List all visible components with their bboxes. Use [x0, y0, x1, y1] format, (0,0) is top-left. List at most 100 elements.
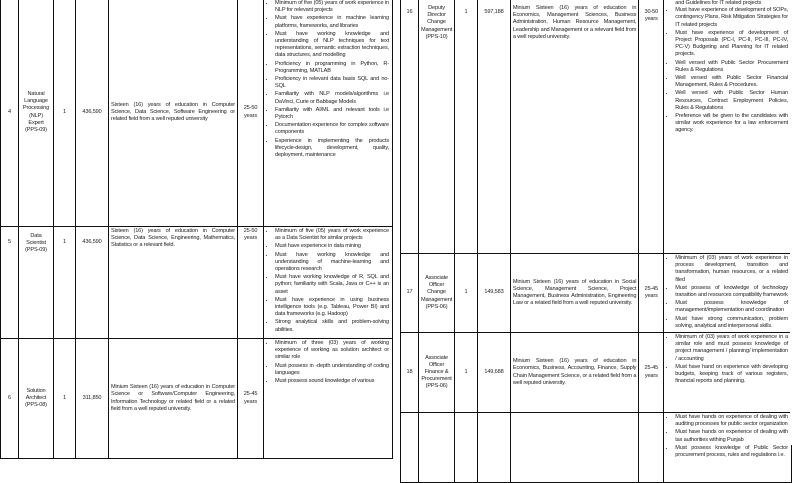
table-row: 5 Data Scientist (PPS-09) 1 436,590 Sixt…: [0, 226, 393, 339]
table-row: 18 Associate Officer Finance & Procureme…: [400, 332, 792, 414]
experience-bullets: Minimum of three (03) years of working e…: [266, 340, 389, 385]
experience-item: Must have experience in using business i…: [275, 297, 389, 319]
experience-bullets: Must have experience of development of S…: [666, 7, 788, 134]
empty-cell: [400, 412, 419, 483]
experience-item: Proficiency in programming in Python, R-…: [275, 61, 389, 75]
experience-item: Minimum of (03) years of work experience…: [675, 334, 788, 363]
experience-item: Must possess knowledge of management/imp…: [675, 300, 788, 314]
experience-item: Must have working knowledge of R, SQL an…: [275, 274, 389, 296]
position-title: Natural Language Processing (NLP) Expert…: [18, 0, 54, 227]
experience-item: Must have working knowledge and understa…: [275, 252, 389, 274]
experience-item: Must possess sound knowledge of various: [275, 378, 389, 385]
experience-item: Well versed with Public Sector Procureme…: [675, 60, 788, 74]
age-limit: 25-50 years: [237, 226, 264, 339]
experience-item: Must have hands on experience of dealing…: [675, 414, 788, 428]
serial-no: 4: [0, 0, 19, 227]
left-page: 4 Natural Language Processing (NLP) Expe…: [0, 0, 396, 459]
empty-cell: [638, 412, 665, 483]
experience-bullets: Minimum of (03) years of work experience…: [666, 334, 788, 385]
salary: 436,590: [75, 226, 109, 339]
right-page: 16 Deputy Director Change Management (PP…: [400, 0, 792, 483]
serial-no: 17: [400, 252, 419, 334]
empty-cell: [454, 412, 478, 483]
posts-count: 1: [454, 332, 478, 414]
experience-item: Must have experience of development of S…: [675, 7, 788, 29]
jobs-table-left: 4 Natural Language Processing (NLP) Expe…: [0, 0, 393, 459]
experience-item: Minimum of three (03) years of working e…: [275, 340, 389, 362]
experience-item: Familiarity with AI/ML and relevant tool…: [275, 107, 389, 121]
qualification: Sixteen (16) years of education in Compu…: [108, 0, 238, 227]
experience-continued: and Guidelines for IT related projects: [675, 0, 762, 6]
experience-bullets: Minimum of five (05) years of work exper…: [266, 228, 389, 334]
salary: 436,590: [75, 0, 109, 227]
experience-list: Minimum of (03) years of work experience…: [663, 252, 792, 334]
position-title: Data Scientist (PPS-09): [18, 226, 54, 339]
table-row: 17 Associate Officer Change Management (…: [400, 252, 792, 334]
serial-no: 6: [0, 338, 19, 459]
age-limit: 30-50 years: [638, 0, 665, 254]
experience-bullets: Must have hands on experience of dealing…: [666, 414, 788, 459]
experience-item: Must possess of knowledge of technology …: [675, 285, 788, 299]
jobs-table-right: 16 Deputy Director Change Management (PP…: [400, 0, 792, 483]
qualification: Minium Sixteen (16) years of education i…: [108, 338, 238, 459]
experience-item: Strong analytical skills and problem-sol…: [275, 319, 389, 333]
experience-list: and Guidelines for IT related projectsMu…: [663, 0, 792, 254]
experience-item: Experience in implementing the products …: [275, 138, 389, 160]
experience-item: Must have experience of development of P…: [675, 30, 788, 59]
qualification: Minium Sixteen (16) years of education i…: [509, 252, 640, 334]
experience-list: Minimum of five (05) years of work exper…: [263, 0, 393, 227]
empty-cell: [509, 412, 640, 483]
experience-item: Must have experience in data mining: [275, 243, 389, 250]
position-title: Deputy Director Change Management (PPS-1…: [417, 0, 456, 254]
salary: 597,188: [476, 0, 511, 254]
experience-item: Must have hands on experience of dealing…: [675, 429, 788, 443]
age-limit: 25-45 years: [638, 252, 665, 334]
position-title: Associate Officer Finance & Procurement …: [417, 332, 456, 414]
table-row: Must have hands on experience of dealing…: [400, 412, 792, 483]
experience-item: Must possess knowledge of Public Sector …: [675, 445, 788, 459]
experience-list: Minimum of three (03) years of working e…: [263, 338, 393, 459]
experience-item: Minimum of five (05) years of work exper…: [275, 0, 389, 14]
serial-no: 5: [0, 226, 19, 339]
serial-no: 16: [400, 0, 419, 254]
posts-count: 1: [53, 0, 76, 227]
salary: 149,583: [476, 252, 511, 334]
age-limit: 25-50 years: [237, 0, 264, 227]
experience-list: Minimum of five (05) years of work exper…: [263, 226, 393, 339]
experience-item: Must have strong communication, problem …: [675, 316, 788, 330]
posts-count: 1: [53, 226, 76, 339]
experience-list: Minimum of (03) years of work experience…: [663, 332, 792, 414]
page-gutter: [393, 0, 401, 445]
experience-item: Must have experience in machine learning…: [275, 15, 389, 29]
experience-bullets: Minimum of five (05) years of work exper…: [266, 0, 389, 159]
empty-cell: [476, 412, 511, 483]
age-limit: 25-45 years: [237, 338, 264, 459]
experience-item: Documentation experience for complex sof…: [275, 122, 389, 136]
position-title: Associate Officer Change Management (PPS…: [417, 252, 456, 334]
serial-no: 18: [400, 332, 419, 414]
experience-item: Proficiency in relevant data basis SQL a…: [275, 76, 389, 90]
experience-item: Well versed with Public Sector Human Res…: [675, 90, 788, 112]
position-title: Solution Architect (PPS-08): [18, 338, 54, 459]
empty-cell: [417, 412, 456, 483]
table-row: 6 Solution Architect (PPS-08) 1 311,850 …: [0, 338, 393, 459]
experience-item: Must possess in -depth understanding of …: [275, 363, 389, 377]
qualification: Minium Sixteen (16) years of education i…: [509, 0, 640, 254]
age-limit: 25-45 years: [638, 332, 665, 414]
experience-item: Well versed with Public Sector Financial…: [675, 75, 788, 89]
experience-list: Must have hands on experience of dealing…: [663, 412, 792, 483]
experience-item: Minimum of five (05) years of work exper…: [275, 228, 389, 242]
experience-bullets: Minimum of (03) years of work experience…: [666, 255, 788, 330]
qualification: Minium Sixteen (16) years of education i…: [509, 332, 640, 414]
posts-count: 1: [53, 338, 76, 459]
table-row: 4 Natural Language Processing (NLP) Expe…: [0, 0, 393, 227]
experience-item: Familiarity with NLP models/algorithms i…: [275, 91, 389, 105]
salary: 149,688: [476, 332, 511, 414]
experience-item: Preference will be given to the candidat…: [675, 113, 788, 135]
qualification: Sixteen (16) years of education in Compu…: [108, 226, 238, 339]
experience-item: Must have hand on experience with develo…: [675, 364, 788, 386]
posts-count: 1: [454, 0, 478, 254]
posts-count: 1: [454, 252, 478, 334]
salary: 311,850: [75, 338, 109, 459]
experience-item: Must have working knowledge and understa…: [275, 31, 389, 60]
